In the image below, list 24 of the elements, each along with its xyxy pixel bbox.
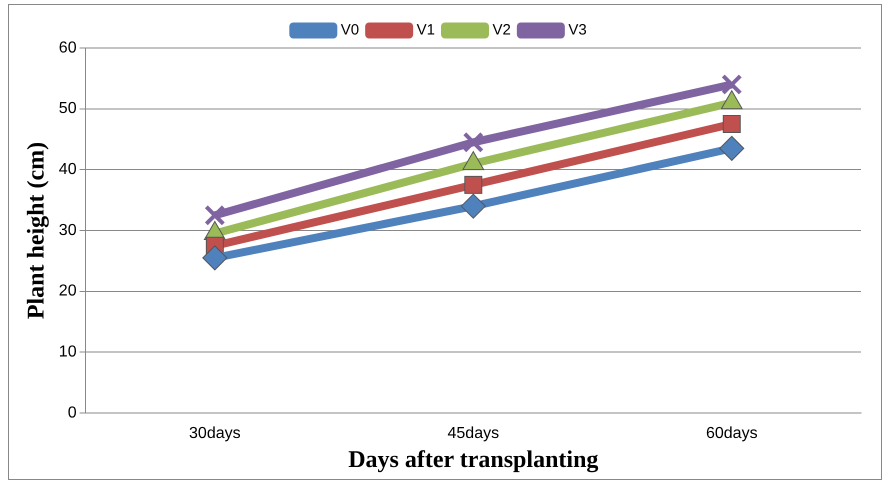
legend-label: V3 [568, 22, 587, 39]
y-tick-label: 30 [58, 222, 77, 239]
y-tick-label: 40 [58, 161, 77, 178]
x-tick-label: 30days [189, 425, 241, 442]
y-tick-label: 10 [58, 344, 77, 361]
y-tick-label: 20 [58, 282, 77, 300]
point [202, 245, 228, 270]
legend-label: V2 [492, 22, 511, 39]
y-tick-label: 60 [58, 39, 77, 56]
x-axis-title: Days after transplanting [348, 446, 598, 473]
point [462, 132, 484, 153]
point [464, 176, 482, 194]
y-tick-label: 50 [58, 100, 77, 118]
point [721, 74, 742, 95]
legend-label: V1 [416, 22, 436, 39]
legend-label: V0 [340, 22, 360, 39]
point [719, 136, 744, 161]
y-axis-title: Plant height (cm) [24, 142, 50, 320]
point [204, 204, 226, 226]
point [722, 115, 741, 134]
y-tick-label: 0 [68, 404, 77, 422]
x-tick-label: 45days [448, 425, 500, 442]
point [460, 194, 486, 219]
x-tick-label: 60days [706, 425, 758, 442]
